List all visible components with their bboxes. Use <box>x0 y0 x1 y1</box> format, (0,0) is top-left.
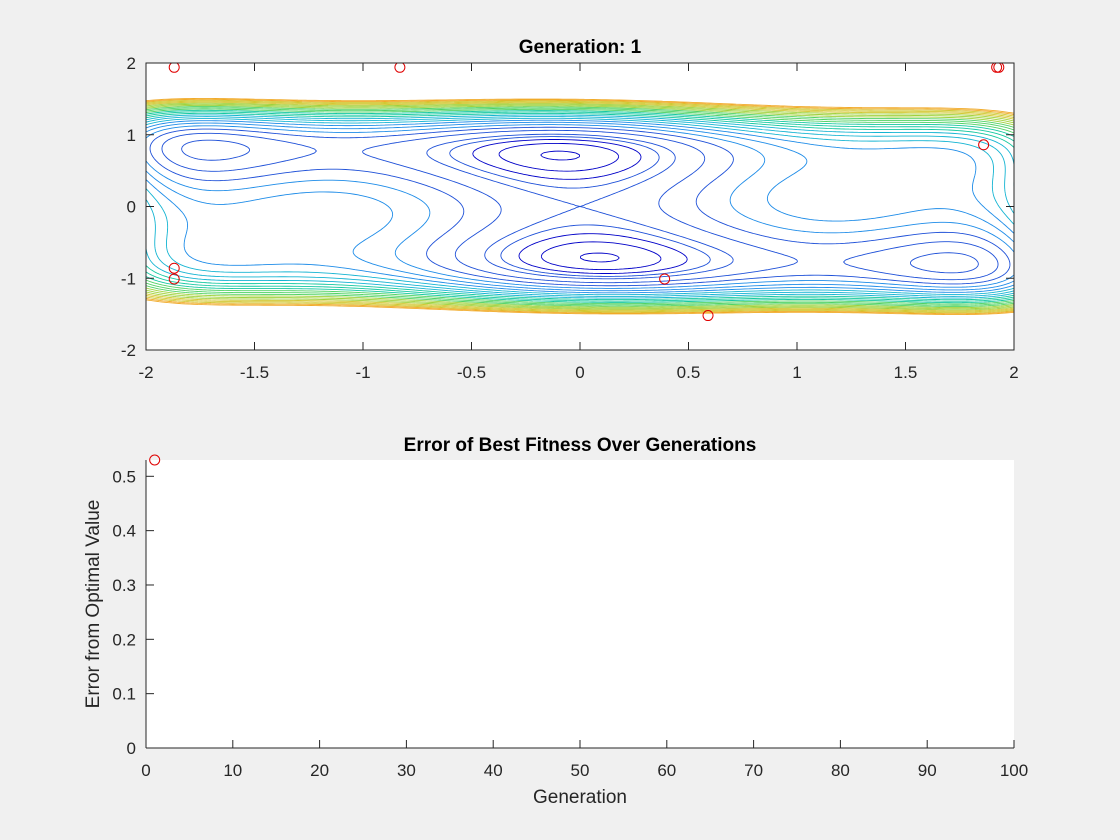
contour-line-11 <box>146 116 1014 297</box>
contour-line-16 <box>146 108 1014 305</box>
contour-line-26 <box>146 98 1014 315</box>
contour-line-0 <box>540 150 620 263</box>
contour-line-1 <box>498 142 662 271</box>
contour-line-3 <box>449 136 711 277</box>
contour-x-tick-label-3: -0.5 <box>457 363 486 382</box>
error-x-tick-label-5: 50 <box>571 761 590 780</box>
error-point-0-0 <box>149 454 161 466</box>
error-x-tick-label-8: 80 <box>831 761 850 780</box>
error-y-tick-label-2: 0.2 <box>112 630 136 649</box>
contour-x-tick-label-7: 1.5 <box>894 363 918 382</box>
error-y-tick-label-0: 0 <box>127 739 136 758</box>
population-point-4 <box>978 139 990 151</box>
contour-line-19 <box>146 104 1014 309</box>
contour-subplot: -2 -1.5 -1 -0.5 0 0.5 1 1.5 2 -2 -1 0 1 2 Generation… <box>121 37 1019 382</box>
contour-line-13 <box>146 112 1014 301</box>
contour-x-tick-label-0: -2 <box>138 363 153 382</box>
error-points <box>149 454 161 466</box>
contour-line-6 <box>149 126 1011 287</box>
error-x-axis-label: Generation <box>533 787 627 808</box>
contour-line-18 <box>146 106 1014 307</box>
contour-line-22 <box>146 101 1014 312</box>
contour-lines <box>146 98 1014 315</box>
error-y-tick-label-1: 0.1 <box>112 685 136 704</box>
contour-line-2 <box>472 139 688 274</box>
contour-y-tick-label-0: -2 <box>121 341 136 360</box>
contour-line-24 <box>146 99 1014 314</box>
contour-x-tick-label-5: 0.5 <box>677 363 701 382</box>
error-y-tick-label-4: 0.4 <box>112 522 136 541</box>
error-plot-area <box>146 460 1014 748</box>
contour-line-25 <box>146 98 1014 315</box>
contour-y-ticks: -2 -1 0 1 2 <box>121 54 1014 360</box>
error-x-tick-label-2: 20 <box>310 761 329 780</box>
error-x-tick-label-7: 70 <box>744 761 763 780</box>
error-y-ticks: 0 0.1 0.2 0.3 0.4 0.5 <box>112 467 154 758</box>
contour-x-tick-label-2: -1 <box>355 363 370 382</box>
population-points <box>168 63 1005 322</box>
error-title: Error of Best Fitness Over Generations <box>404 435 757 456</box>
error-y-tick-label-3: 0.3 <box>112 576 136 595</box>
contour-x-ticks: -2 -1.5 -1 -0.5 0 0.5 1 1.5 2 <box>138 63 1019 382</box>
error-y-tick-label-5: 0.5 <box>112 467 136 486</box>
population-point-1 <box>394 63 406 73</box>
contour-line-20 <box>146 103 1014 310</box>
contour-line-8 <box>146 121 1014 292</box>
contour-line-12 <box>146 114 1014 299</box>
error-x-tick-label-1: 10 <box>223 761 242 780</box>
contour-x-tick-label-4: 0 <box>575 363 584 382</box>
contour-line-14 <box>146 111 1014 302</box>
contour-y-tick-label-4: 2 <box>127 54 136 73</box>
error-x-tick-label-4: 40 <box>484 761 503 780</box>
error-y-axis-label: Error from Optimal Value <box>83 500 104 709</box>
error-x-tick-label-9: 90 <box>918 761 937 780</box>
contour-y-tick-label-3: 1 <box>127 126 136 145</box>
contour-line-23 <box>146 100 1014 313</box>
error-x-tick-label-3: 30 <box>397 761 416 780</box>
population-point-6 <box>168 273 180 285</box>
population-point-0 <box>168 63 180 73</box>
contour-x-tick-label-8: 2 <box>1009 363 1018 382</box>
contour-line-4 <box>181 133 979 280</box>
contour-line-17 <box>146 107 1014 306</box>
contour-line-9 <box>146 119 1014 294</box>
contour-line-10 <box>146 117 1014 296</box>
population-point-5 <box>168 262 180 274</box>
error-x-tick-label-0: 0 <box>141 761 150 780</box>
contour-line-7 <box>146 124 1014 289</box>
contour-y-tick-label-2: 0 <box>127 198 136 217</box>
population-point-7 <box>659 273 671 285</box>
contour-title: Generation: 1 <box>519 37 642 58</box>
error-subplot: 0 10 20 30 40 50 60 70 80 90 100 00.10.20.30.40.5 … <box>83 435 1028 808</box>
contour-y-tick-label-1: -1 <box>121 269 136 288</box>
error-x-ticks: 0 10 20 30 40 50 60 70 80 90 100 <box>141 740 1028 780</box>
contour-line-15 <box>146 109 1014 304</box>
population-point-3 <box>993 63 1005 73</box>
error-x-tick-label-10: 100 <box>1000 761 1028 780</box>
error-x-tick-label-6: 60 <box>657 761 676 780</box>
population-point-8 <box>702 310 714 322</box>
contour-x-tick-label-1: -1.5 <box>240 363 269 382</box>
contour-x-tick-label-6: 1 <box>792 363 801 382</box>
contour-line-21 <box>146 102 1014 311</box>
contour-line-5 <box>161 129 999 284</box>
